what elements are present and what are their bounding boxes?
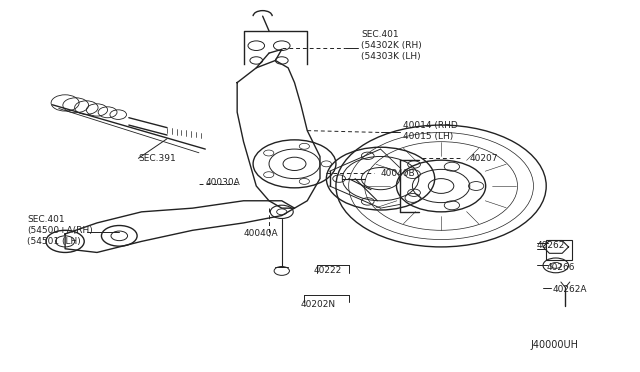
Text: 40207: 40207 <box>470 154 499 163</box>
Text: SEC.401
(54302K (RH)
(54303K (LH): SEC.401 (54302K (RH) (54303K (LH) <box>362 30 422 61</box>
Text: 40202N: 40202N <box>301 300 336 309</box>
Text: 40040B: 40040B <box>381 169 415 177</box>
Text: 40262: 40262 <box>537 241 565 250</box>
Text: 40222: 40222 <box>314 266 342 275</box>
Text: 40040A: 40040A <box>244 230 278 238</box>
Text: 40014 (RHD
40015 (LH): 40014 (RHD 40015 (LH) <box>403 121 458 141</box>
Text: SEC.391: SEC.391 <box>138 154 176 163</box>
Text: 40030A: 40030A <box>205 178 240 187</box>
Text: SEC.401
(54500+A(RH)
(54501 (LH): SEC.401 (54500+A(RH) (54501 (LH) <box>27 215 93 246</box>
Text: J40000UH: J40000UH <box>531 340 579 350</box>
Text: 40266: 40266 <box>546 263 575 272</box>
FancyBboxPatch shape <box>546 240 572 260</box>
Text: 40262A: 40262A <box>552 285 587 294</box>
